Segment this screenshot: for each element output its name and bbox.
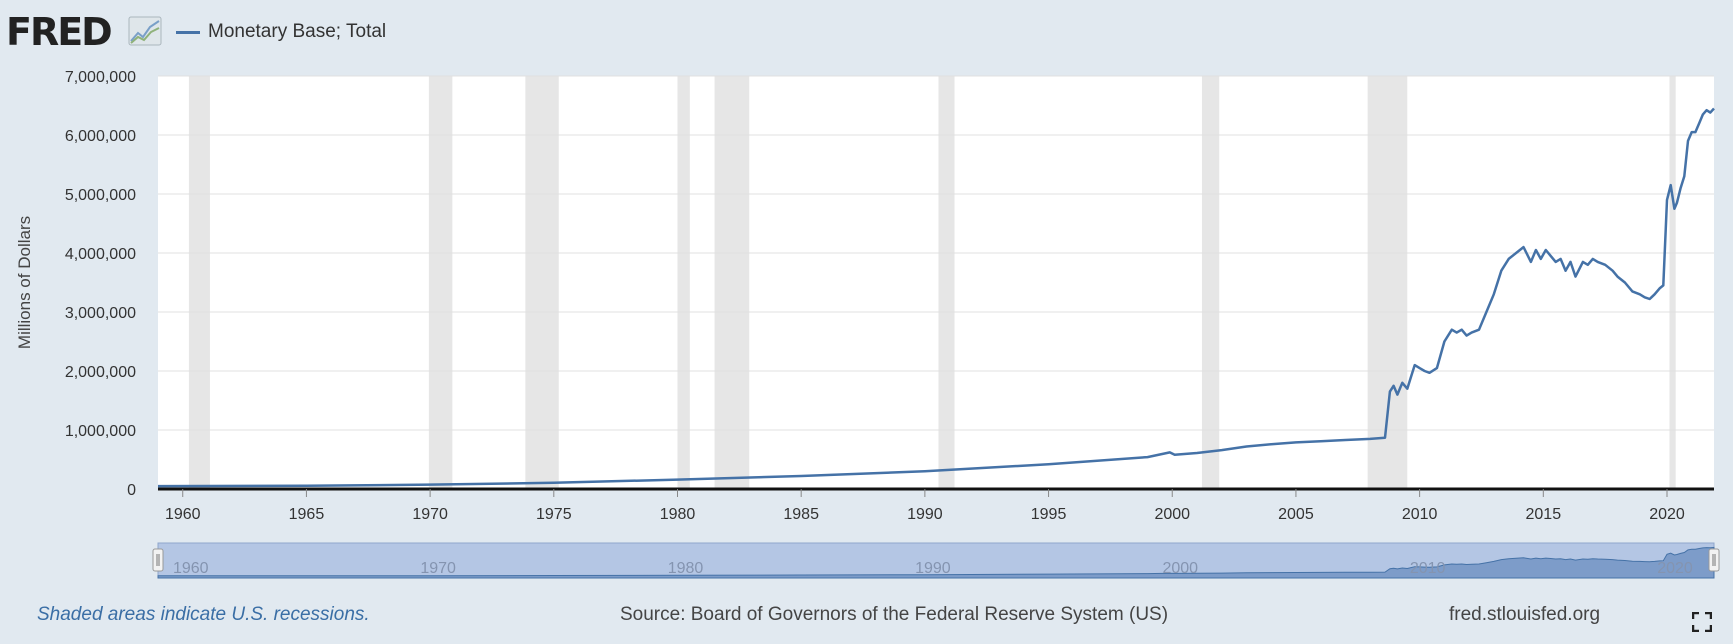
y-tick-label: 4,000,000 <box>65 246 136 263</box>
recession-band <box>1669 76 1676 489</box>
y-tick-label: 3,000,000 <box>65 305 136 322</box>
x-tick-label: 2005 <box>1278 506 1314 523</box>
source-text: Source: Board of Governors of the Federa… <box>620 604 1169 625</box>
navigator-series <box>157 546 1715 579</box>
navigator-tick-label: 2010 <box>1410 560 1446 577</box>
x-tick-label: 2020 <box>1649 506 1685 523</box>
navigator-tick-label: 1970 <box>420 560 456 577</box>
x-tick-label: 1995 <box>1031 506 1067 523</box>
navigator-tick-label: 1990 <box>915 560 951 577</box>
recession-band <box>1367 76 1408 489</box>
recession-band <box>428 76 453 489</box>
y-tick-label: 7,000,000 <box>65 69 136 86</box>
recession-note: Shaded areas indicate U.S. recessions. <box>37 604 370 625</box>
site-link[interactable]: fred.stlouisfed.org <box>1449 604 1601 625</box>
fred-chart-icon <box>128 16 162 46</box>
navigator-handle[interactable] <box>1708 548 1720 572</box>
y-axis-label: Millions of Dollars <box>15 216 34 349</box>
chart-footer: Shaded areas indicate U.S. recessions. S… <box>0 594 1733 634</box>
x-tick-label: 1970 <box>412 506 448 523</box>
series-line <box>157 107 1715 488</box>
legend-swatch <box>176 30 200 34</box>
navigator-tick-label: 1980 <box>668 560 704 577</box>
navigator-tick-label: 1960 <box>173 560 209 577</box>
navigator-handle[interactable] <box>152 548 164 572</box>
x-tick-label: 2010 <box>1402 506 1438 523</box>
chart-area[interactable]: 0 1,000,000 2,000,000 3,000,000 4,000,000 5,0… <box>0 0 1733 594</box>
plot-background <box>158 76 1714 489</box>
y-tick-label: 2,000,000 <box>65 364 136 381</box>
recession-band <box>714 76 750 489</box>
legend[interactable]: Monetary Base; Total <box>176 18 386 46</box>
x-tick-label: 1980 <box>660 506 696 523</box>
y-tick-label: 5,000,000 <box>65 187 136 204</box>
recession-band <box>525 76 559 489</box>
recession-band <box>1201 76 1220 489</box>
y-tick-label: 6,000,000 <box>65 128 136 145</box>
navigator-tick-label: 2000 <box>1162 560 1198 577</box>
fullscreen-icon[interactable] <box>1692 612 1712 632</box>
x-tick-label: 1965 <box>289 506 325 523</box>
navigator-tick-label: 2020 <box>1657 560 1693 577</box>
y-tick-label: 0 <box>127 482 136 499</box>
recession-band <box>677 76 690 489</box>
y-tick-label: 1,000,000 <box>65 423 136 440</box>
recession-band <box>938 76 955 489</box>
recession-band <box>188 76 210 489</box>
x-tick-label: 1960 <box>165 506 201 523</box>
x-tick-label: 2000 <box>1154 506 1190 523</box>
x-tick-label: 1990 <box>907 506 943 523</box>
x-tick-label: 2015 <box>1526 506 1562 523</box>
x-tick-label: 1975 <box>536 506 572 523</box>
fred-logo[interactable]: FRED <box>6 10 113 54</box>
chart-header: FRED Monetary Base; Total <box>0 0 1733 64</box>
x-tick-label: 1985 <box>783 506 819 523</box>
legend-series-label: Monetary Base; Total <box>208 21 387 42</box>
